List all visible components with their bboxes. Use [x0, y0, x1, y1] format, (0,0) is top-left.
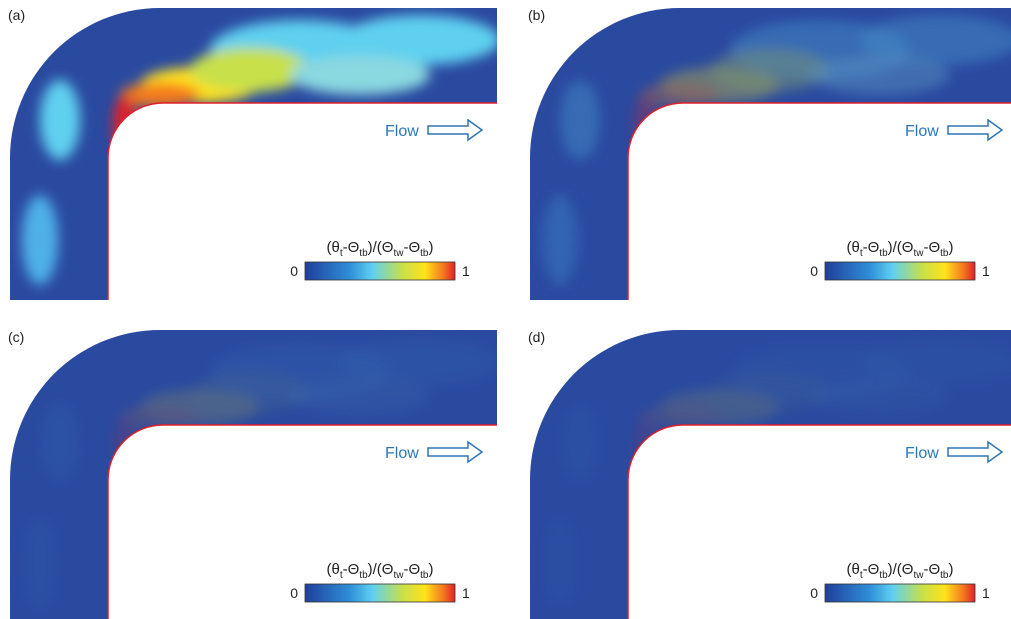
- colorbar-title-part: ): [948, 561, 953, 578]
- blob: [633, 95, 657, 155]
- figure: (a) Flow (θt-Θtb)/(Θtw-Θtb) 0 1 (b) Flow (θt-Θt…: [0, 0, 1011, 619]
- blob: [40, 402, 80, 482]
- flow-label: Flow: [385, 445, 419, 462]
- blob: [810, 377, 950, 417]
- colorbar-title-part: ): [948, 239, 953, 256]
- panel-label: (d): [528, 329, 545, 345]
- blob: [542, 195, 578, 285]
- colorbar-min: 0: [810, 585, 818, 601]
- colorbar-title-part: ): [428, 561, 433, 578]
- blob: [40, 80, 80, 160]
- colorbar-title-part: )/(Θ: [888, 561, 914, 578]
- blob: [633, 417, 657, 477]
- colorbar-title-part: -Θ: [863, 561, 880, 578]
- colorbar-title-part: (θ: [327, 239, 340, 256]
- colorbar: [825, 262, 975, 280]
- colorbar-max: 1: [982, 263, 990, 279]
- colorbar-title-part: ): [428, 239, 433, 256]
- flow-label: Flow: [905, 123, 939, 140]
- blob: [190, 48, 310, 92]
- blob: [290, 377, 430, 417]
- blob: [560, 80, 600, 160]
- blob: [560, 402, 600, 482]
- colorbar-max: 1: [982, 585, 990, 601]
- panel: (a) Flow (θt-Θtb)/(Θtw-Θtb) 0 1: [8, 7, 500, 300]
- colorbar-min: 0: [290, 263, 298, 279]
- colorbar-title: (θt-Θtb)/(Θtw-Θtb): [847, 239, 954, 259]
- panel: (b) Flow (θt-Θtb)/(Θtw-Θtb) 0 1: [528, 7, 1011, 300]
- panel-label: (b): [528, 7, 545, 23]
- panel-label: (a): [8, 7, 25, 23]
- blob: [22, 517, 58, 607]
- blob: [22, 195, 58, 285]
- colorbar: [305, 584, 455, 602]
- colorbar-title-part: )/(Θ: [888, 239, 914, 256]
- flow-label: Flow: [905, 445, 939, 462]
- blob: [810, 55, 950, 95]
- colorbar-title-part: -Θ: [403, 561, 420, 578]
- colorbar: [825, 584, 975, 602]
- colorbar-title-part: )/(Θ: [368, 561, 394, 578]
- flow-label: Flow: [385, 123, 419, 140]
- colorbar-title-part: (θ: [327, 561, 340, 578]
- colorbar-title-part: -Θ: [403, 239, 420, 256]
- colorbar-title-part: )/(Θ: [368, 239, 394, 256]
- flow-arrow: [948, 442, 1002, 462]
- colorbar-title-part: -Θ: [923, 239, 940, 256]
- flow-arrow: [428, 442, 482, 462]
- colorbar-title-part: -Θ: [343, 561, 360, 578]
- colorbar-title: (θt-Θtb)/(Θtw-Θtb): [327, 239, 434, 259]
- panel: (c) Flow (θt-Θtb)/(Θtw-Θtb) 0 1: [8, 329, 500, 619]
- colorbar-title-part: -Θ: [343, 239, 360, 256]
- colorbar-title-part: (θ: [847, 561, 860, 578]
- colorbar-title: (θt-Θtb)/(Θtw-Θtb): [327, 561, 434, 581]
- flow-arrow: [428, 120, 482, 140]
- colorbar-max: 1: [462, 585, 470, 601]
- blob: [113, 95, 137, 155]
- colorbar-min: 0: [810, 263, 818, 279]
- colorbar-title-part: (θ: [847, 239, 860, 256]
- colorbar-max: 1: [462, 263, 470, 279]
- colorbar-title-part: -Θ: [923, 561, 940, 578]
- blob: [710, 48, 830, 92]
- colorbar-title-part: -Θ: [863, 239, 880, 256]
- colorbar-title: (θt-Θtb)/(Θtw-Θtb): [847, 561, 954, 581]
- panel-label: (c): [8, 329, 24, 345]
- panel: (d) Flow (θt-Θtb)/(Θtw-Θtb) 0 1: [528, 329, 1011, 619]
- blob: [710, 370, 830, 414]
- blob: [190, 370, 310, 414]
- flow-arrow: [948, 120, 1002, 140]
- blob: [290, 55, 430, 95]
- colorbar: [305, 262, 455, 280]
- blob: [113, 417, 137, 477]
- colorbar-min: 0: [290, 585, 298, 601]
- blob: [542, 517, 578, 607]
